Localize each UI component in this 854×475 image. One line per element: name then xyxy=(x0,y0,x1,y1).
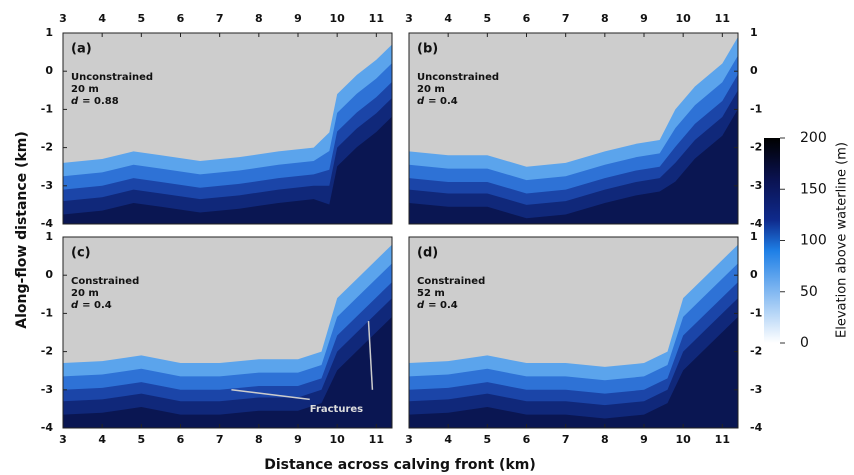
parameter-symbol: d xyxy=(417,96,425,107)
colorbar-tick-label: 0 xyxy=(800,335,809,351)
colorbar-label: Elevation above waterline (m) xyxy=(835,142,850,338)
y-tick-label: 0 xyxy=(750,64,758,77)
panel-annotation: Unconstrained xyxy=(71,72,153,83)
y-tick-label: 1 xyxy=(45,26,53,39)
x-tick-label: 7 xyxy=(216,433,224,446)
x-tick-label: 7 xyxy=(562,12,570,25)
y-tick-label: -4 xyxy=(41,421,54,434)
panel-annotation: Constrained xyxy=(417,276,485,287)
y-tick-label: -1 xyxy=(41,306,53,319)
y-axis-label: Along-flow distance (km) xyxy=(14,131,30,328)
panel-annotation: 20 m xyxy=(71,84,99,95)
y-tick-label: -1 xyxy=(750,102,762,115)
y-tick-label: -3 xyxy=(41,383,53,396)
x-tick-label: 10 xyxy=(330,12,346,25)
y-tick-label: 1 xyxy=(45,230,53,243)
x-tick-label: 4 xyxy=(98,12,106,25)
panel: 3456789101110-1-2-3-4(d)Constrained52 md… xyxy=(405,230,762,446)
colorbar-tick-label: 200 xyxy=(800,130,827,146)
panel: 3456789101110-1-2-3-4(c)Constrained20 md… xyxy=(41,230,392,446)
y-tick-label: -3 xyxy=(750,383,762,396)
parameter-value: = 0.4 xyxy=(428,96,458,107)
panel-parameter: d= 0.4 xyxy=(71,300,112,311)
y-tick-label: -2 xyxy=(41,141,53,154)
x-tick-label: 6 xyxy=(523,433,531,446)
y-tick-label: -4 xyxy=(750,421,763,434)
x-tick-label: 9 xyxy=(640,12,648,25)
colorbar-tick-label: 50 xyxy=(800,284,818,300)
x-tick-label: 4 xyxy=(98,433,106,446)
y-tick-label: 1 xyxy=(750,230,758,243)
x-tick-label: 6 xyxy=(177,12,185,25)
x-tick-label: 10 xyxy=(676,12,692,25)
parameter-value: = 0.88 xyxy=(82,96,119,107)
x-tick-label: 9 xyxy=(294,12,302,25)
x-tick-label: 3 xyxy=(405,12,413,25)
panel-annotation: Constrained xyxy=(71,276,139,287)
panel-parameter: d= 0.4 xyxy=(417,300,458,311)
y-tick-label: 0 xyxy=(45,268,53,281)
colorbar-tick-label: 150 xyxy=(800,181,827,197)
parameter-value: = 0.4 xyxy=(428,300,458,311)
x-tick-label: 8 xyxy=(601,433,609,446)
panel-parameter: d= 0.4 xyxy=(417,96,458,107)
y-tick-label: -1 xyxy=(41,102,53,115)
x-tick-label: 6 xyxy=(523,12,531,25)
x-tick-label: 3 xyxy=(59,433,67,446)
x-tick-label: 8 xyxy=(255,12,263,25)
x-tick-label: 5 xyxy=(138,12,146,25)
x-tick-label: 11 xyxy=(369,433,384,446)
x-tick-label: 9 xyxy=(640,433,648,446)
y-tick-label: -2 xyxy=(750,345,762,358)
x-tick-label: 3 xyxy=(59,12,67,25)
y-tick-label: 0 xyxy=(750,268,758,281)
x-tick-label: 7 xyxy=(216,12,224,25)
x-tick-label: 3 xyxy=(405,433,413,446)
parameter-symbol: d xyxy=(71,96,79,107)
panel-label: (b) xyxy=(417,42,438,57)
x-tick-label: 5 xyxy=(484,433,492,446)
y-tick-label: -2 xyxy=(750,141,762,154)
x-axis-label: Distance across calving front (km) xyxy=(264,457,536,473)
x-tick-label: 4 xyxy=(444,433,452,446)
x-tick-label: 11 xyxy=(369,12,384,25)
panel-label: (d) xyxy=(417,246,438,261)
y-tick-label: -4 xyxy=(41,217,54,230)
x-tick-label: 11 xyxy=(715,433,730,446)
figure: Along-flow distance (km) Distance across… xyxy=(0,0,854,475)
y-tick-label: -2 xyxy=(41,345,53,358)
panel-annotation: 52 m xyxy=(417,288,445,299)
panel-annotation: 20 m xyxy=(71,288,99,299)
panel-label: (a) xyxy=(71,42,92,57)
x-tick-label: 6 xyxy=(177,433,185,446)
parameter-symbol: d xyxy=(417,300,425,311)
panel-parameter: d= 0.88 xyxy=(71,96,119,107)
x-tick-label: 9 xyxy=(294,433,302,446)
y-tick-label: -3 xyxy=(750,179,762,192)
parameter-value: = 0.4 xyxy=(82,300,112,311)
panel-annotation: Unconstrained xyxy=(417,72,499,83)
y-tick-label: -3 xyxy=(41,179,53,192)
x-tick-label: 4 xyxy=(444,12,452,25)
y-tick-label: -4 xyxy=(750,217,763,230)
colorbar xyxy=(764,138,780,343)
x-tick-label: 10 xyxy=(676,433,692,446)
parameter-symbol: d xyxy=(71,300,79,311)
x-tick-label: 8 xyxy=(601,12,609,25)
x-tick-label: 5 xyxy=(484,12,492,25)
colorbar-tick-label: 100 xyxy=(800,233,827,249)
x-tick-label: 5 xyxy=(138,433,146,446)
x-tick-label: 7 xyxy=(562,433,570,446)
y-tick-label: 1 xyxy=(750,26,758,39)
y-tick-label: 0 xyxy=(45,64,53,77)
x-tick-label: 10 xyxy=(330,433,346,446)
x-tick-label: 11 xyxy=(715,12,730,25)
panel-annotation: 20 m xyxy=(417,84,445,95)
panel-label: (c) xyxy=(71,246,91,261)
x-tick-label: 8 xyxy=(255,433,263,446)
annotation-text: Fractures xyxy=(310,404,363,415)
y-tick-label: -1 xyxy=(750,306,762,319)
